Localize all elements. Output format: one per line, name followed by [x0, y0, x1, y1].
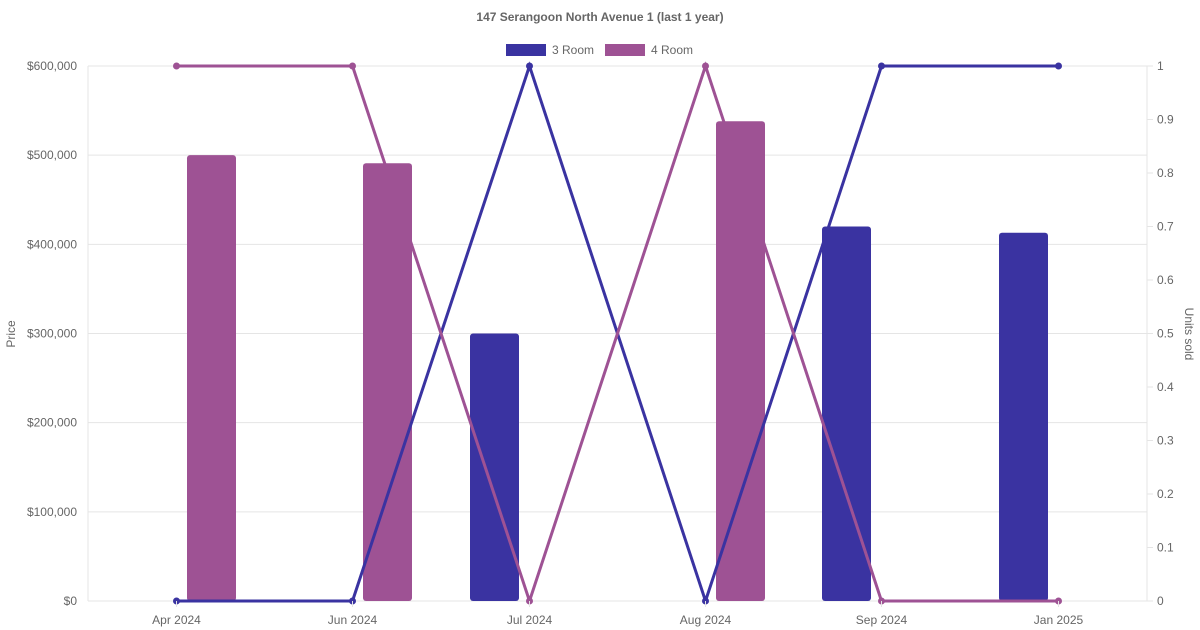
y-left-tick-label: $200,000	[27, 416, 77, 430]
y-right-tick-label: 0.8	[1157, 166, 1174, 180]
x-tick-label: Sep 2024	[856, 613, 908, 627]
y-axis-right-title: Units sold	[1182, 308, 1196, 361]
bar-3-room[interactable]	[470, 333, 519, 602]
y-left-tick-label: $400,000	[27, 237, 77, 251]
y-right-tick-label: 0	[1157, 594, 1164, 608]
x-tick-label: Jun 2024	[328, 613, 378, 627]
y-left-tick-label: $100,000	[27, 505, 77, 519]
line-4-room[interactable]	[176, 61, 1059, 606]
legend-label-4-room[interactable]: 4 Room	[651, 43, 693, 57]
point-4-room[interactable]	[702, 62, 709, 70]
chart-title: 147 Serangoon North Avenue 1 (last 1 yea…	[476, 10, 723, 24]
point-4-room[interactable]	[349, 62, 356, 70]
bar-4-room[interactable]	[716, 121, 765, 602]
y-left-tick-label: $600,000	[27, 59, 77, 73]
point-3-room[interactable]	[878, 62, 885, 70]
y-right-tick-label: 0.7	[1157, 220, 1174, 234]
bar-3-room[interactable]	[999, 232, 1048, 601]
legend-swatch-3-room[interactable]	[506, 44, 546, 56]
y-left-tick-label: $300,000	[27, 327, 77, 341]
point-4-room[interactable]	[173, 62, 180, 70]
y-right-tick-label: 0.3	[1157, 434, 1174, 448]
bars	[187, 121, 1048, 602]
x-tick-label: Jul 2024	[507, 613, 553, 627]
y-right-tick-label: 0.1	[1157, 541, 1174, 555]
axes: $0 $100,000 $200,000 $300,000 $400,000 $500,0…	[27, 59, 1174, 627]
y-right-tick-label: 0.9	[1157, 113, 1174, 127]
bar-4-room[interactable]	[187, 155, 236, 601]
legend[interactable]: 3 Room 4 Room	[506, 43, 693, 57]
y-left-tick-label: $500,000	[27, 148, 77, 162]
y-right-tick-label: 0.5	[1157, 327, 1174, 341]
legend-swatch-4-room[interactable]	[605, 44, 645, 56]
x-tick-label: Jan 2025	[1034, 613, 1084, 627]
unit-lines	[173, 61, 1062, 606]
y-left-tick-label: $0	[64, 594, 78, 608]
y-right-tick-label: 0.2	[1157, 487, 1174, 501]
y-right-tick-label: 1	[1157, 59, 1164, 73]
bar-3-room[interactable]	[822, 226, 871, 602]
y-right-tick-label: 0.4	[1157, 380, 1174, 394]
point-3-room[interactable]	[526, 62, 533, 70]
bar-4-room[interactable]	[363, 163, 412, 602]
legend-label-3-room[interactable]: 3 Room	[552, 43, 594, 57]
y-axis-left-title: Price	[4, 320, 18, 348]
y-right-tick-label: 0.6	[1157, 273, 1174, 287]
point-3-room[interactable]	[1055, 62, 1062, 70]
x-tick-label: Apr 2024	[152, 613, 201, 627]
x-tick-label: Aug 2024	[680, 613, 732, 627]
